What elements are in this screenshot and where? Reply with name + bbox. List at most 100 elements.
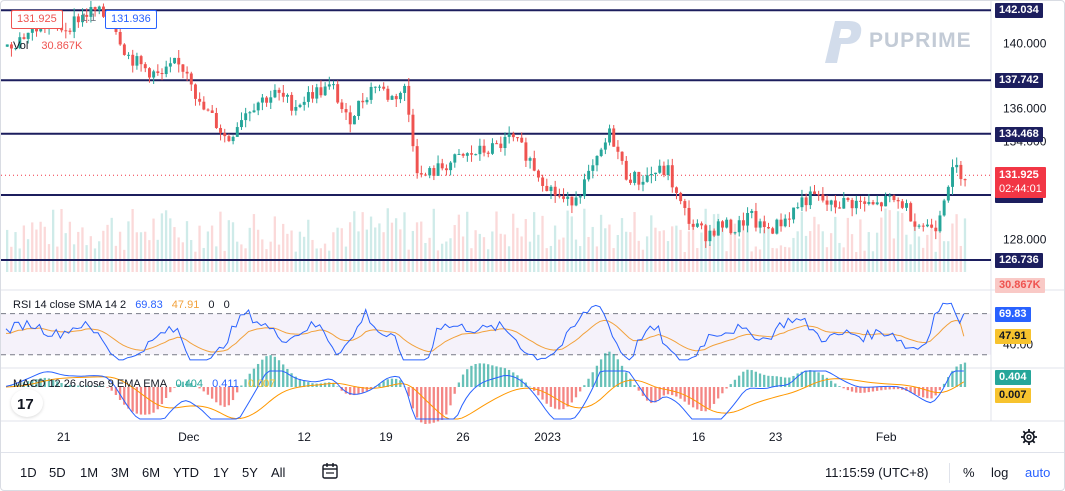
macd-histogram-bar	[499, 367, 502, 387]
volume-bar	[35, 229, 38, 272]
candle-body	[315, 87, 319, 99]
volume-bar	[240, 244, 243, 272]
price-axis-tick: 128.000	[1003, 232, 1047, 246]
timeframe-3m[interactable]: 3M	[111, 465, 130, 480]
candle-body	[859, 200, 862, 202]
volume-bar	[378, 223, 381, 272]
volume-bar	[620, 218, 624, 272]
macd-hist-value: 0.007	[247, 378, 276, 390]
macd-histogram-bar	[683, 387, 686, 402]
macd-histogram-bar	[89, 385, 92, 387]
candle-body	[68, 30, 72, 32]
macd-histogram-bar	[106, 387, 109, 388]
level-price-tag: 137.742	[995, 73, 1043, 89]
tradingview-logo-icon[interactable]: 17	[11, 389, 43, 417]
macd-histogram-bar	[871, 387, 875, 392]
percent-toggle[interactable]: %	[963, 465, 975, 480]
macd-histogram-bar	[658, 387, 661, 400]
candle-body	[227, 136, 231, 142]
timeframe-ytd[interactable]: YTD	[173, 465, 199, 480]
level-price-tag: 134.468	[995, 126, 1043, 142]
clock-time[interactable]: 11:15:59 (UTC+8)	[825, 465, 929, 480]
timeframe-6m[interactable]: 6M	[142, 465, 161, 480]
macd-histogram-bar	[754, 371, 757, 387]
candle-body	[143, 64, 147, 69]
volume-bar	[528, 241, 532, 272]
macd-histogram-bar	[466, 369, 469, 387]
volume-bar	[829, 233, 833, 272]
macd-histogram-bar	[85, 385, 88, 387]
spread-value: 1.1	[81, 12, 97, 24]
bid-price-box: 131.925	[11, 10, 63, 29]
macd-histogram-bar	[783, 377, 787, 387]
candle-body	[637, 171, 641, 185]
candle-body	[708, 230, 712, 242]
volume-bar	[415, 222, 419, 272]
candle-body	[566, 196, 570, 199]
volume-bar	[277, 244, 281, 272]
candle-body	[269, 97, 273, 103]
macd-histogram-bar	[809, 370, 812, 387]
volume-bar	[855, 251, 858, 272]
macd-histogram-bar	[432, 387, 435, 423]
macd-histogram-bar	[650, 387, 653, 404]
candle-body	[411, 114, 415, 147]
auto-toggle[interactable]: auto	[1025, 465, 1051, 480]
rsi-sma-value: 47.91	[171, 299, 200, 311]
candle-body	[871, 202, 875, 205]
log-toggle[interactable]: log	[991, 465, 1009, 480]
volume-bar	[340, 228, 343, 272]
volume-bar	[549, 245, 553, 272]
volume-bar	[152, 218, 155, 272]
candle-body	[771, 228, 775, 234]
timeframe-5d[interactable]: 5D	[49, 465, 66, 480]
candle-body	[884, 195, 888, 207]
candle-body	[532, 158, 536, 171]
macd-histogram-bar	[160, 387, 164, 405]
volume-bar	[190, 239, 193, 272]
macd-histogram-bar	[620, 365, 624, 387]
candle-body	[286, 94, 289, 97]
timeframe-1y[interactable]: 1Y	[213, 465, 229, 480]
volume-bar	[14, 232, 17, 272]
settings-gear-icon[interactable]	[1020, 428, 1038, 446]
volume-bar	[89, 236, 92, 272]
macd-histogram-bar	[733, 379, 737, 387]
bottom-toolbar: 1D 5D 1M 3M 6M YTD 1Y 5Y All 11:15:59 (UTC+8) % …	[1, 452, 1064, 490]
volume-bar	[307, 219, 310, 272]
timeframe-1m[interactable]: 1M	[80, 465, 99, 480]
macd-signal-value: 0.411	[212, 378, 239, 390]
volume-bar	[570, 216, 573, 272]
macd-histogram-bar	[917, 387, 921, 396]
candle-body	[64, 30, 68, 32]
macd-histogram-bar	[227, 387, 230, 406]
chart-canvas[interactable]: 21 Dec 12 19 26 2023 16 23 Feb 140.000 136.000 134.…	[1, 1, 1064, 452]
macd-histogram-bar	[411, 387, 415, 409]
candle-body	[934, 227, 938, 232]
macd-histogram-bar	[926, 387, 929, 399]
candle-body	[767, 227, 770, 229]
candle-body	[386, 88, 390, 100]
candle-body	[482, 145, 486, 153]
macd-histogram-bar	[319, 383, 322, 387]
macd-histogram-bar	[223, 387, 226, 407]
candle-body	[783, 218, 787, 227]
volume-bar	[896, 211, 900, 272]
macd-histogram-bar	[256, 363, 260, 387]
volume-bar	[934, 251, 937, 272]
volume-bar	[587, 236, 590, 272]
macd-histogram-bar	[361, 387, 364, 393]
macd-histogram-bar	[353, 387, 356, 396]
x-tick-label: 16	[692, 430, 706, 444]
rsi-line	[5, 302, 965, 361]
macd-histogram-bar	[265, 356, 268, 387]
timeframe-all[interactable]: All	[271, 465, 286, 480]
timeframe-1d[interactable]: 1D	[20, 465, 37, 480]
macd-histogram-bar	[629, 378, 632, 387]
timeframe-5y[interactable]: 5Y	[242, 465, 258, 480]
macd-histogram-bar	[77, 385, 80, 387]
macd-histogram-bar	[574, 387, 578, 398]
date-range-icon[interactable]	[321, 462, 339, 480]
macd-histogram-bar	[850, 387, 854, 392]
volume-bar	[52, 209, 55, 272]
